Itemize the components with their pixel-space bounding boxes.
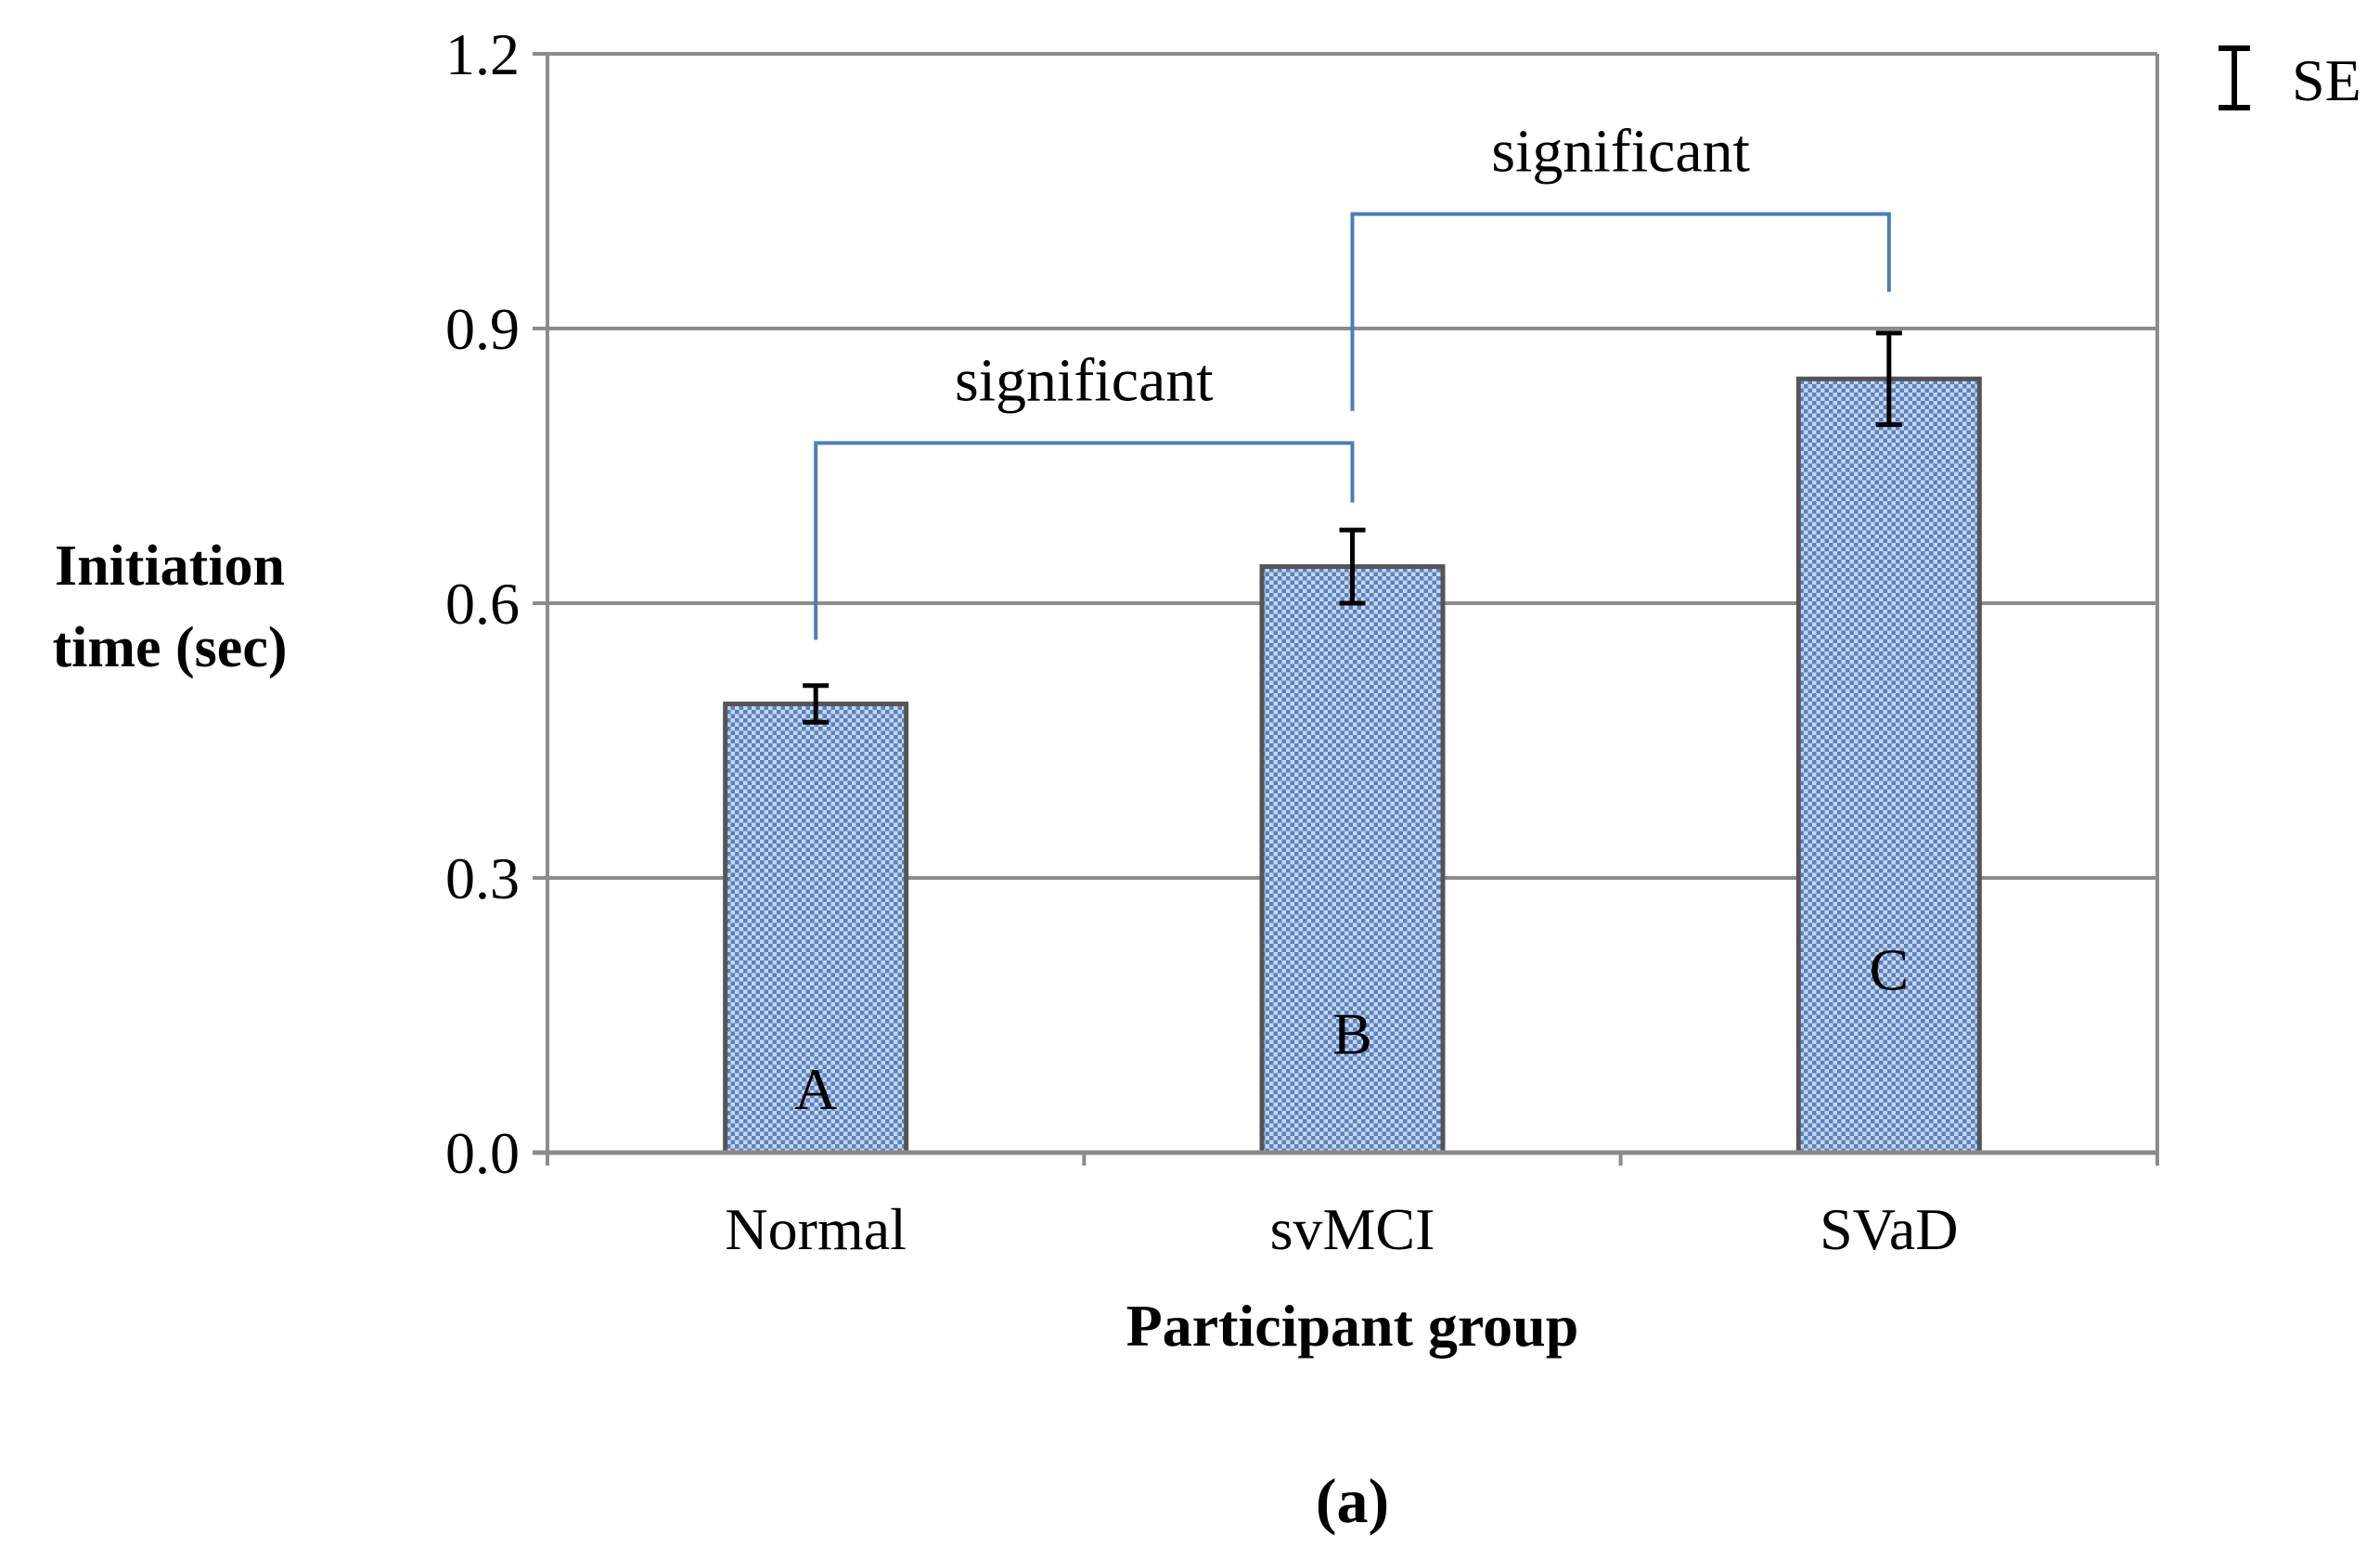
x-tick-label: svMCI: [1270, 1196, 1435, 1262]
y-tick-label: 1.2: [445, 21, 520, 87]
bar-Normal: [723, 702, 909, 1155]
y-axis-label-line1: Initiation: [55, 535, 285, 598]
y-axis-label-line2: time (sec): [53, 616, 288, 679]
y-tick-label: 0.6: [445, 571, 520, 637]
bar-letter-label: C: [1869, 937, 1909, 1003]
significance-bracket: [814, 441, 1355, 640]
significance-label: significant: [1491, 118, 1750, 186]
panel-label: (a): [1316, 1465, 1389, 1536]
legend-se-label: SE: [2292, 47, 2361, 113]
x-axis-label: Participant group: [1126, 1293, 1579, 1359]
significance-brackets: [814, 212, 1891, 640]
error-bars: [803, 330, 1902, 725]
bar-SVaD: [1795, 376, 1982, 1155]
y-tick-label: 0.0: [445, 1120, 520, 1186]
x-tick-label: Normal: [725, 1196, 907, 1262]
x-tick-label: SVaD: [1820, 1196, 1958, 1262]
bar-letter-label: A: [794, 1056, 837, 1122]
significance-label: significant: [955, 346, 1214, 414]
y-tick-label: 0.9: [445, 296, 520, 362]
y-tick-label: 0.3: [445, 845, 520, 911]
significance-bracket: [1350, 212, 1891, 411]
axes: [533, 52, 2159, 1166]
bar-letter-label: B: [1332, 1001, 1372, 1067]
